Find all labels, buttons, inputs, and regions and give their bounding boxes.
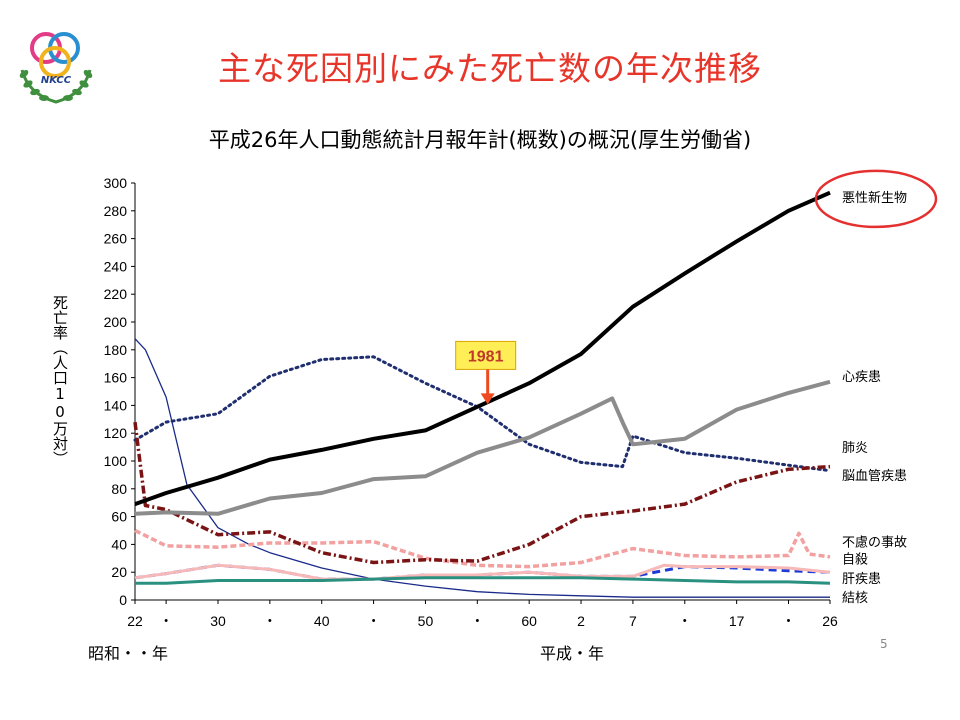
y-tick-label: 220 bbox=[104, 286, 128, 302]
y-tick-label: 240 bbox=[104, 258, 128, 274]
series-label: 不慮の事故 bbox=[842, 536, 907, 551]
series-line bbox=[134, 563, 831, 581]
x-tick-label: ・ bbox=[367, 613, 381, 629]
y-tick-label: 100 bbox=[104, 453, 128, 469]
series-label: 結核 bbox=[842, 591, 868, 606]
x-tick-label: 30 bbox=[210, 613, 226, 629]
y-tick-label: 140 bbox=[104, 397, 128, 413]
chart-subtitle: 平成26年人口動態統計月報年計(概数)の概況(厚生労働省) bbox=[208, 128, 752, 152]
y-tick-label: 80 bbox=[111, 481, 127, 497]
y-tick-label: 200 bbox=[104, 314, 128, 330]
x-tick-label: 60 bbox=[521, 613, 537, 629]
x-tick-label: 2 bbox=[577, 613, 585, 629]
x-tick-label: 40 bbox=[314, 613, 330, 629]
nkcc-logo: NKCC bbox=[8, 12, 104, 108]
x-tick-label: 50 bbox=[418, 613, 434, 629]
y-tick-label: 300 bbox=[104, 175, 128, 191]
y-axis-label: 死亡率（人口10万対） bbox=[51, 295, 69, 466]
y-tick-label: 160 bbox=[104, 370, 128, 386]
logo-text: NKCC bbox=[41, 75, 72, 86]
y-tick-label: 60 bbox=[111, 509, 127, 525]
x-axis-label-heisei: 平成・年 bbox=[540, 644, 605, 663]
series-line bbox=[135, 576, 831, 585]
highlight-circle bbox=[814, 169, 938, 229]
series-label: 肺炎 bbox=[842, 441, 868, 456]
series-line bbox=[134, 379, 831, 516]
series-line bbox=[133, 421, 831, 565]
series-label: 自殺 bbox=[842, 552, 868, 567]
y-tick-label: 20 bbox=[111, 564, 127, 580]
x-tick-label: ・ bbox=[782, 613, 796, 629]
x-tick-label: 26 bbox=[822, 613, 838, 629]
logo-emblem-icon: NKCC bbox=[19, 32, 93, 104]
y-tick-label: 260 bbox=[104, 231, 128, 247]
x-tick-label: 7 bbox=[629, 613, 637, 629]
x-tick-label: ・ bbox=[678, 613, 692, 629]
callout-arrowhead bbox=[480, 393, 495, 405]
series-label: 脳血管疾患 bbox=[842, 469, 907, 484]
x-axis-label-showa: 昭和・・年 bbox=[88, 644, 169, 663]
y-tick-label: 0 bbox=[119, 592, 127, 608]
series-label: 心疾患 bbox=[842, 370, 881, 385]
series-line bbox=[134, 190, 831, 506]
y-tick-label: 120 bbox=[104, 425, 128, 441]
x-tick-label: ・ bbox=[470, 613, 484, 629]
y-tick-label: 40 bbox=[111, 536, 127, 552]
page-number: 5 bbox=[880, 637, 888, 651]
x-tick-label: 17 bbox=[729, 613, 745, 629]
series-line bbox=[133, 355, 832, 473]
x-tick-label: ・ bbox=[263, 613, 277, 629]
x-tick-label: ・ bbox=[159, 613, 173, 629]
series-line bbox=[134, 338, 830, 598]
series-label: 肝疾患 bbox=[842, 572, 881, 587]
slide-title: 主な死因別にみた死亡数の年次推移 bbox=[218, 49, 762, 88]
series-label: 悪性新生物 bbox=[842, 190, 907, 206]
callout-box bbox=[455, 340, 517, 370]
callout-label: 1981 bbox=[468, 348, 504, 365]
x-tick-label: 22 bbox=[127, 613, 143, 629]
y-tick-label: 280 bbox=[104, 203, 128, 219]
series-line bbox=[134, 528, 831, 569]
y-tick-label: 180 bbox=[104, 342, 128, 358]
